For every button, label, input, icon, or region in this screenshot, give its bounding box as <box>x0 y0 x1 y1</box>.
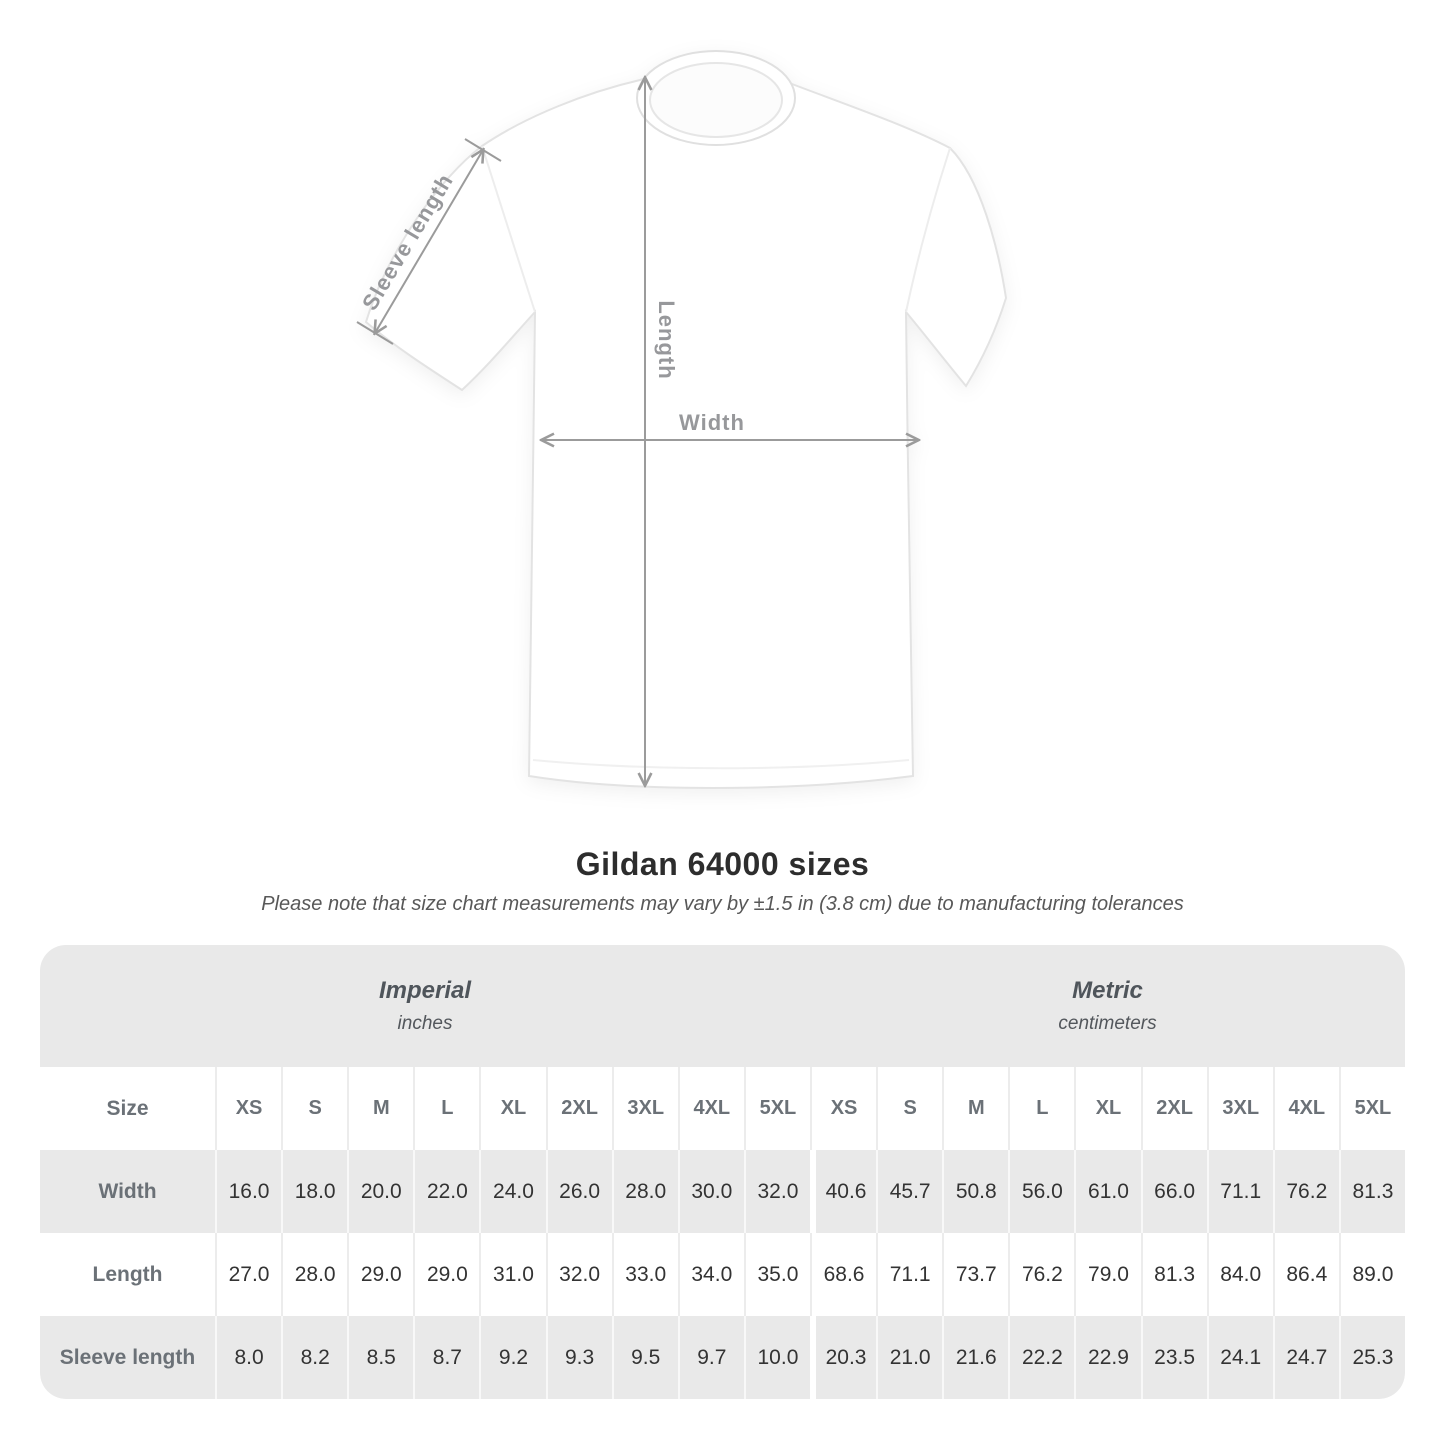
size-value-cell: 9.5 <box>611 1316 678 1399</box>
size-table: Imperial inches Metric centimeters Size X… <box>40 945 1405 1399</box>
size-value-cell: 24.0 <box>479 1150 545 1233</box>
size-value-cell: 20.3 <box>810 1316 876 1399</box>
size-value-cell: 32.0 <box>743 1150 810 1233</box>
size-value-cell: 30.0 <box>677 1150 744 1233</box>
size-column-header: L <box>413 1067 479 1150</box>
size-value-cell: 31.0 <box>479 1233 545 1316</box>
width-label: Width <box>679 410 745 435</box>
size-column-header: 4XL <box>1272 1067 1339 1150</box>
tolerance-note: Please note that size chart measurements… <box>261 893 1184 915</box>
size-column-header: L <box>1008 1067 1074 1150</box>
size-value-cell: 61.0 <box>1074 1150 1140 1233</box>
size-column-header: 3XL <box>1206 1067 1273 1150</box>
size-value-cell: 76.2 <box>1272 1150 1339 1233</box>
size-value-cell: 23.5 <box>1140 1316 1207 1399</box>
size-column-header: S <box>281 1067 347 1150</box>
size-value-cell: 29.0 <box>413 1233 479 1316</box>
page-title: Gildan 64000 sizes <box>575 846 870 882</box>
row-width-label: Width <box>98 1179 157 1203</box>
size-value-cell: 76.2 <box>1008 1233 1074 1316</box>
size-column-header: XL <box>1074 1067 1140 1150</box>
size-value-cell: 68.6 <box>810 1233 876 1316</box>
metric-unit-label: centimeters <box>1058 1013 1157 1034</box>
size-value-cell: 28.0 <box>281 1233 347 1316</box>
size-value-cell: 18.0 <box>281 1150 347 1233</box>
size-value-cell: 86.4 <box>1272 1233 1339 1316</box>
size-value-cell: 89.0 <box>1338 1233 1405 1316</box>
size-value-cell: 21.0 <box>876 1316 942 1399</box>
size-value-cell: 24.1 <box>1206 1316 1273 1399</box>
size-value-cell: 40.6 <box>810 1150 876 1233</box>
size-value-cell: 73.7 <box>942 1233 1008 1316</box>
tshirt-measurement-diagram: Sleeve length Length Width <box>330 50 1030 830</box>
size-column-header: M <box>942 1067 1008 1150</box>
row-length: Length 27.0 28.0 29.0 29.0 31.0 32.0 33.0 34.0 35… <box>40 1233 1405 1316</box>
size-value-cell: 71.1 <box>876 1233 942 1316</box>
size-value-cell: 81.3 <box>1140 1233 1207 1316</box>
size-value-cell: 79.0 <box>1074 1233 1140 1316</box>
size-value-cell: 84.0 <box>1206 1233 1273 1316</box>
size-value-cell: 10.0 <box>743 1316 810 1399</box>
size-value-cell: 20.0 <box>347 1150 413 1233</box>
size-value-cell: 33.0 <box>611 1233 678 1316</box>
unit-header-band: Imperial inches Metric centimeters <box>40 945 1405 1067</box>
size-value-cell: 22.2 <box>1008 1316 1074 1399</box>
size-value-cell: 25.3 <box>1338 1316 1405 1399</box>
imperial-unit-label: inches <box>397 1013 453 1034</box>
length-label: Length <box>654 300 679 380</box>
size-value-cell: 9.2 <box>479 1316 545 1399</box>
size-column-header: XS <box>215 1067 281 1150</box>
size-value-cell: 9.3 <box>545 1316 612 1399</box>
size-value-cell: 32.0 <box>545 1233 612 1316</box>
size-value-cell: 8.0 <box>215 1316 281 1399</box>
header-row: Size XS S M L XL 2XL 3XL 4XL 5XL XS S M L XL 2XL 3XL 4XL 5… <box>40 1067 1405 1150</box>
tshirt-silhouette <box>364 50 1008 789</box>
size-column-header: 5XL <box>743 1067 810 1150</box>
size-column-header: XS <box>810 1067 876 1150</box>
size-value-cell: 22.9 <box>1074 1316 1140 1399</box>
size-value-cell: 22.0 <box>413 1150 479 1233</box>
size-value-cell: 71.1 <box>1206 1150 1273 1233</box>
row-length-label: Length <box>92 1262 163 1286</box>
size-value-cell: 28.0 <box>611 1150 678 1233</box>
size-value-cell: 8.5 <box>347 1316 413 1399</box>
tshirt-graphic <box>356 50 1008 789</box>
row-sleeve-length: Sleeve length 8.0 8.2 8.5 8.7 9.2 9.3 9.5 9.7 10.… <box>40 1316 1405 1399</box>
size-value-cell: 45.7 <box>876 1150 942 1233</box>
size-value-cell: 9.7 <box>677 1316 744 1399</box>
size-value-cell: 8.7 <box>413 1316 479 1399</box>
size-value-cell: 8.2 <box>281 1316 347 1399</box>
size-value-cell: 81.3 <box>1338 1150 1405 1233</box>
size-column-header: XL <box>479 1067 545 1150</box>
imperial-label: Imperial <box>378 977 472 1004</box>
row-width: Width 16.0 18.0 20.0 22.0 24.0 26.0 28.0 30.0 32.… <box>40 1150 1405 1233</box>
size-column-header: 5XL <box>1338 1067 1405 1150</box>
size-column-header: 4XL <box>677 1067 744 1150</box>
collar-inner <box>649 62 783 138</box>
size-value-cell: 16.0 <box>215 1150 281 1233</box>
imperial-header: Imperial inches <box>40 945 810 1067</box>
size-value-cell: 56.0 <box>1008 1150 1074 1233</box>
size-value-cell: 21.6 <box>942 1316 1008 1399</box>
size-column-header: 2XL <box>545 1067 612 1150</box>
metric-label: Metric <box>1072 977 1143 1004</box>
sleeve-length-arrow <box>356 138 502 345</box>
header-row-label: Size <box>106 1096 149 1120</box>
size-value-cell: 50.8 <box>942 1150 1008 1233</box>
row-sleeve-length-label: Sleeve length <box>59 1345 196 1369</box>
size-value-cell: 27.0 <box>215 1233 281 1316</box>
size-column-header: S <box>876 1067 942 1150</box>
size-value-cell: 29.0 <box>347 1233 413 1316</box>
size-value-cell: 26.0 <box>545 1150 612 1233</box>
size-value-cell: 34.0 <box>677 1233 744 1316</box>
size-grid: Size XS S M L XL 2XL 3XL 4XL 5XL XS S M L XL 2XL 3XL 4XL 5… <box>40 1067 1405 1399</box>
size-value-cell: 35.0 <box>743 1233 810 1316</box>
size-column-header: 3XL <box>611 1067 678 1150</box>
size-value-cell: 24.7 <box>1272 1316 1339 1399</box>
metric-header: Metric centimeters <box>810 945 1405 1067</box>
size-column-header: 2XL <box>1140 1067 1207 1150</box>
size-value-cell: 66.0 <box>1140 1150 1207 1233</box>
size-column-header: M <box>347 1067 413 1150</box>
